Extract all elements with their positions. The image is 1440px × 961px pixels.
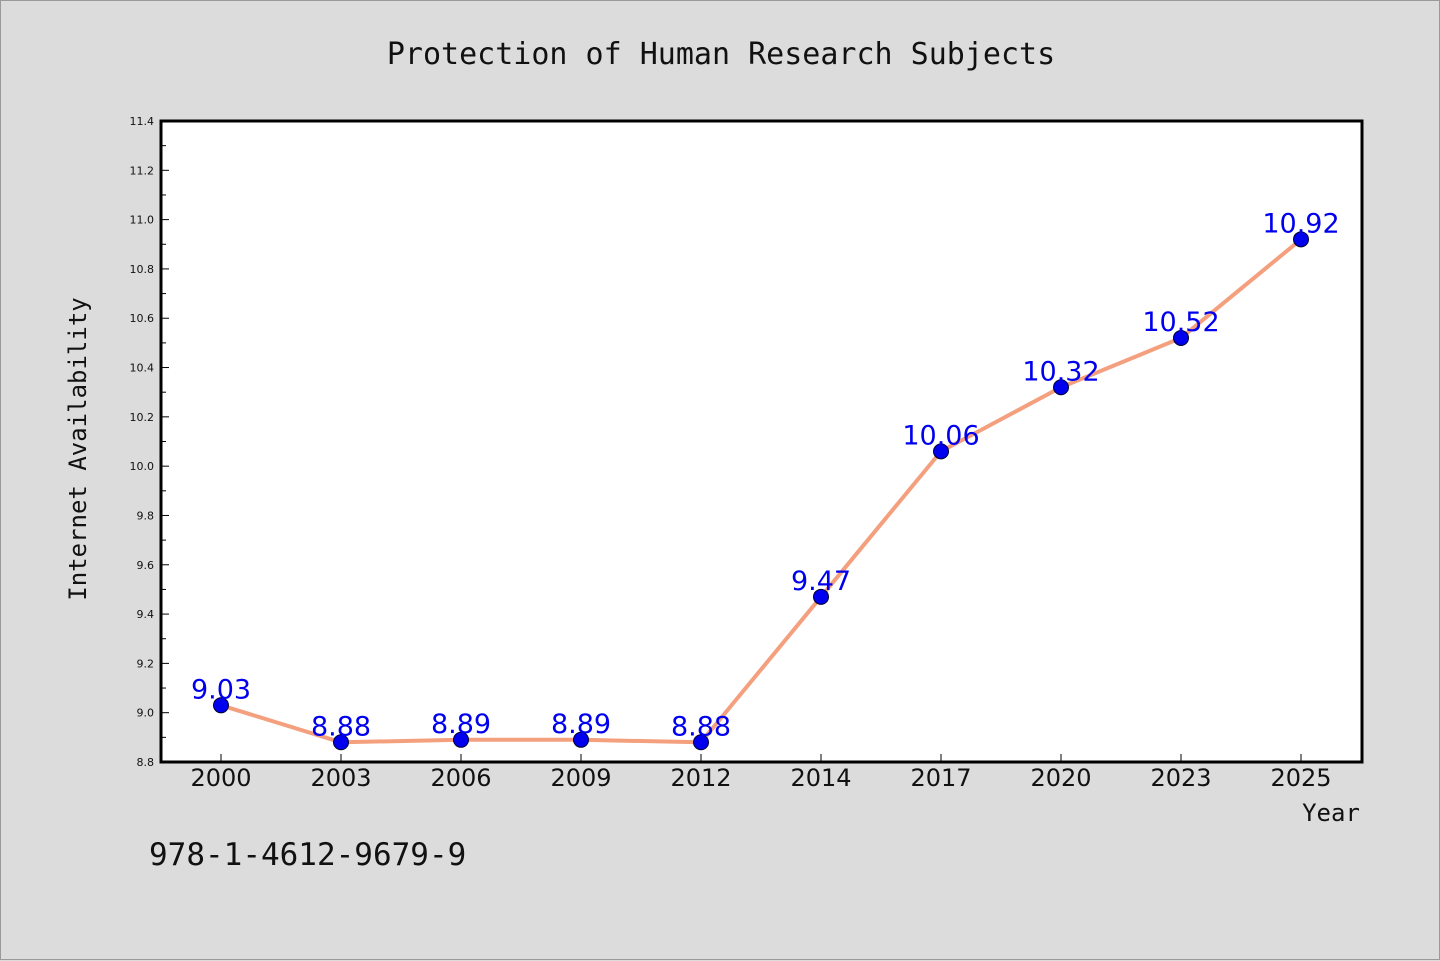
isbn-annotation: 978-1-4612-9679-9 [149, 837, 466, 873]
chart-title: Protection of Human Research Subjects [387, 37, 1055, 72]
data-label: 10.06 [902, 420, 979, 451]
y-tick-label: 11.4 [130, 115, 155, 128]
data-label: 8.89 [431, 709, 491, 740]
data-label: 8.88 [671, 711, 731, 742]
data-point-marker [933, 443, 949, 460]
y-tick-label: 11.0 [130, 214, 155, 227]
data-point-marker [1293, 231, 1309, 248]
x-axis: 2000 2003 2006 2009 2012 2014 2017 2020 2023 2025 [190, 754, 1332, 792]
data-label: 10.32 [1022, 356, 1099, 387]
data-label: 10.92 [1262, 208, 1339, 239]
series-line: 9.03 8.88 8.89 8.89 8.88 9.47 10.06 10.32 10.52 1… [191, 208, 1340, 751]
y-axis: 8.8 9.0 9.2 9.4 9.6 9.8 10.0 10.2 10.4 10.6 10.8 11… [130, 115, 169, 769]
y-tick-label: 10.6 [130, 312, 155, 325]
data-point-marker [453, 731, 469, 748]
x-tick-label: 2012 [670, 764, 731, 792]
x-tick-label: 2009 [550, 764, 611, 792]
y-tick-label: 8.8 [137, 756, 155, 769]
y-tick-label: 11.2 [130, 164, 155, 177]
y-tick-label: 9.0 [137, 707, 155, 720]
data-point-marker [333, 734, 349, 751]
y-tick-label: 9.2 [137, 657, 155, 670]
y-axis-label: Internet Availability [64, 297, 92, 600]
data-point-marker [1053, 379, 1069, 396]
data-point-marker [573, 731, 589, 748]
x-tick-label: 2020 [1030, 764, 1091, 792]
series-polyline [219, 237, 1303, 745]
x-tick-label: 2003 [310, 764, 371, 792]
x-tick-label: 2006 [430, 764, 491, 792]
x-tick-label: 2014 [790, 764, 851, 792]
x-tick-label: 2000 [190, 764, 251, 792]
data-label: 10.52 [1142, 307, 1219, 338]
x-axis-label: Year [1302, 799, 1360, 827]
data-label: 9.47 [791, 566, 851, 597]
y-tick-label: 9.6 [137, 559, 155, 572]
y-tick-label: 9.4 [137, 608, 155, 621]
x-tick-label: 2017 [910, 764, 971, 792]
y-tick-label: 10.2 [130, 411, 155, 424]
data-point-marker [1173, 329, 1189, 346]
y-tick-label: 10.4 [130, 362, 155, 375]
y-tick-label: 10.8 [130, 263, 155, 276]
plot-area [159, 119, 1364, 764]
data-label: 9.03 [191, 674, 251, 705]
x-tick-label: 2025 [1270, 764, 1331, 792]
data-point-marker [213, 697, 229, 714]
y-tick-label: 10.0 [130, 460, 155, 473]
data-label: 8.88 [311, 711, 371, 742]
x-tick-label: 2023 [1150, 764, 1211, 792]
data-point-marker [813, 588, 829, 605]
y-tick-label: 9.8 [137, 509, 155, 522]
data-point-marker [693, 734, 709, 751]
data-label: 8.89 [551, 709, 611, 740]
